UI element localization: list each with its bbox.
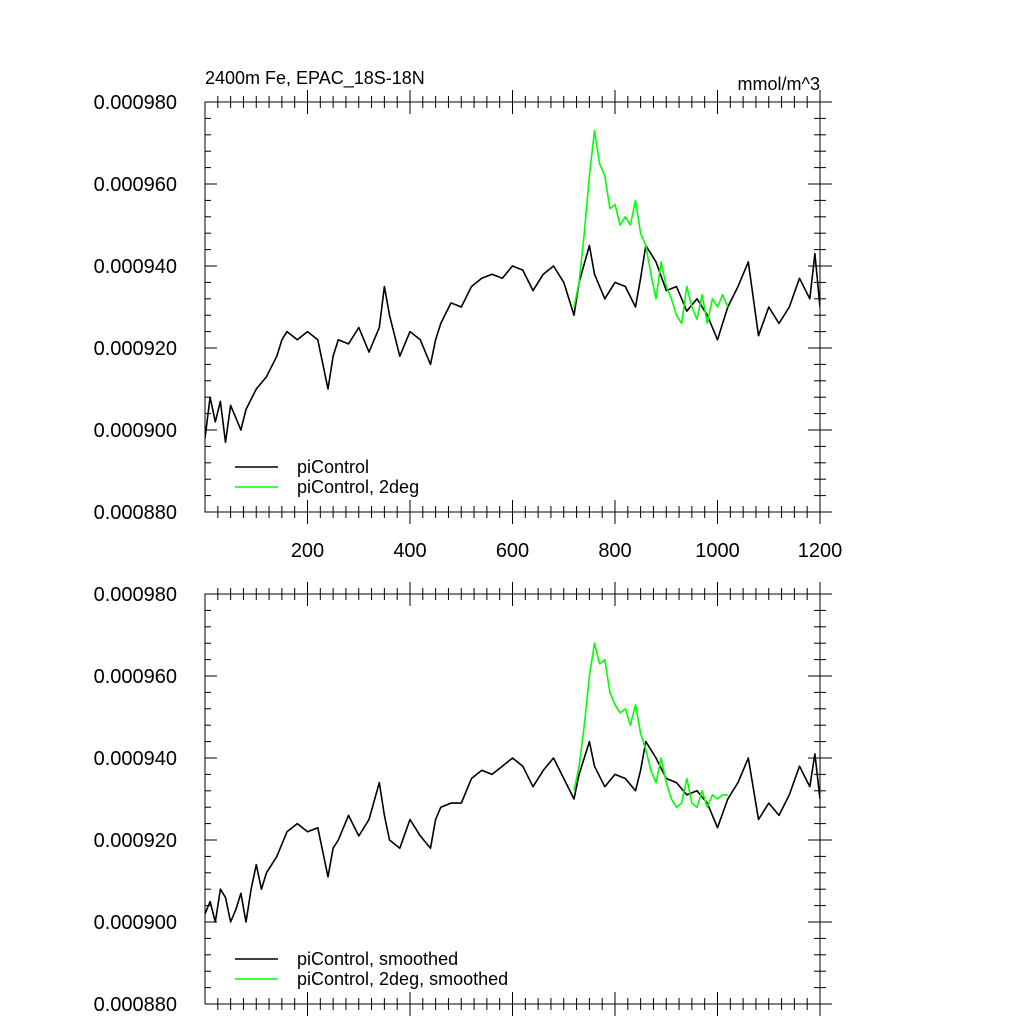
x-tick-label: 1200: [798, 540, 843, 562]
y-tick-label: 0.000940: [94, 748, 177, 770]
y-tick-label: 0.000980: [94, 584, 177, 606]
chart-title: 2400m Fe, EPAC_18S-18N: [205, 68, 425, 89]
legend-label-1: piControl, 2deg: [297, 477, 419, 497]
y-tick-label: 0.000880: [94, 994, 177, 1016]
x-tick-label: 800: [598, 540, 631, 562]
y-tick-label: 0.000960: [94, 666, 177, 688]
y-tick-label: 0.000900: [94, 420, 177, 442]
y-tick-label: 0.000980: [94, 92, 177, 114]
x-tick-label: 600: [496, 540, 529, 562]
x-tick-label: 200: [291, 540, 324, 562]
series-line-0: [205, 244, 820, 444]
units-label: mmol/m^3: [738, 74, 820, 94]
y-tick-label: 0.000880: [94, 502, 177, 524]
legend-label-1: piControl, 2deg, smoothed: [297, 969, 508, 989]
y-tick-label: 0.000920: [94, 830, 177, 852]
y-tick-label: 0.000900: [94, 912, 177, 934]
series-line-0: [205, 740, 820, 923]
y-tick-label: 0.000920: [94, 338, 177, 360]
y-tick-label: 0.000940: [94, 256, 177, 278]
x-tick-label: 400: [393, 540, 426, 562]
bottom-panel: 0.000880 0.000900 0.000920 0.000940 0.000960…: [94, 582, 832, 1016]
legend-label-0: piControl, smoothed: [297, 949, 458, 969]
x-tick-label: 1000: [695, 540, 740, 562]
series-line-1: [573, 642, 728, 809]
legend-label-0: piControl: [297, 457, 369, 477]
y-tick-label: 0.000960: [94, 174, 177, 196]
series-line-1: [573, 129, 729, 325]
top-panel: 0.000880 0.000900 0.000920 0.000940 0.000960…: [94, 68, 843, 562]
